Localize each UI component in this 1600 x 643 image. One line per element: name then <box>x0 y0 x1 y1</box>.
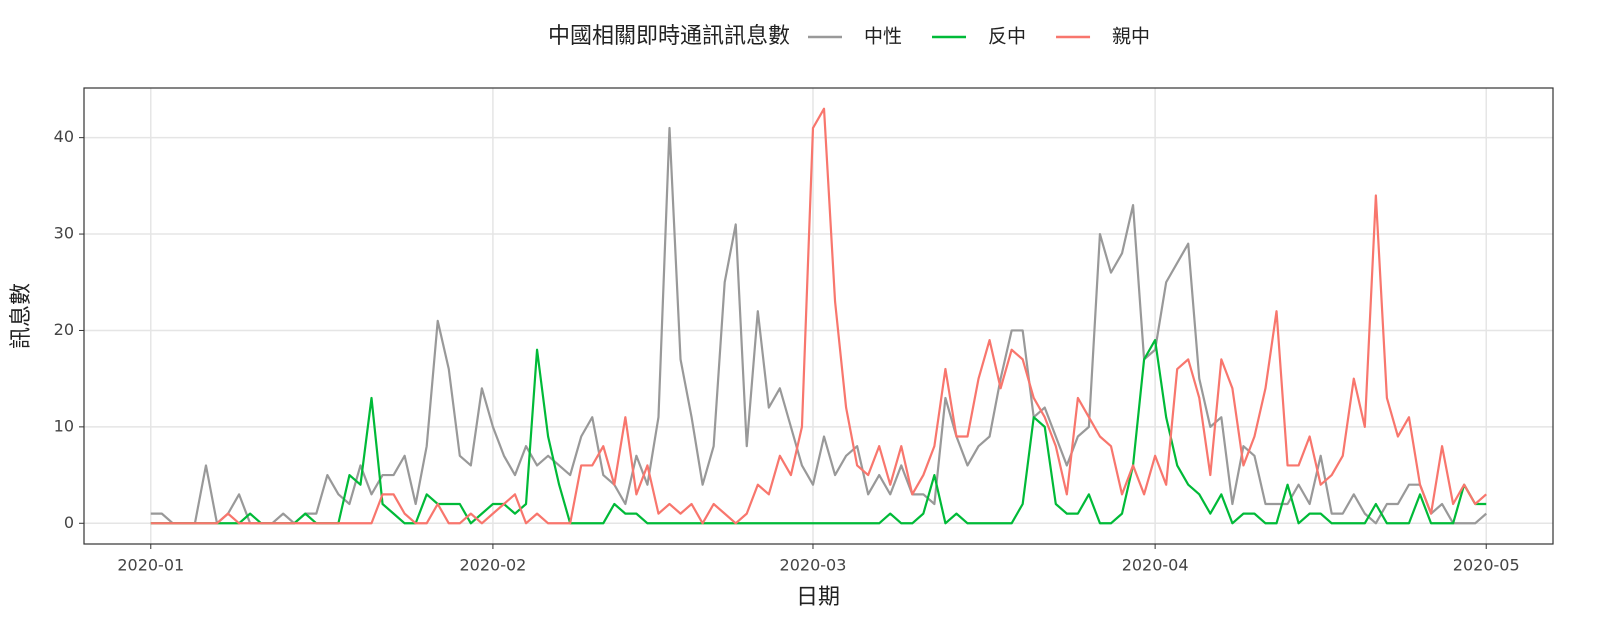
y-tick-label: 20 <box>54 320 74 339</box>
plot-border <box>83 87 1554 545</box>
y-tick-label: 40 <box>54 127 74 146</box>
y-tick-label: 10 <box>54 416 74 435</box>
x-tick-label: 2020-02 <box>459 556 526 575</box>
x-tick-label: 2020-01 <box>117 556 184 575</box>
series-line <box>150 107 1487 525</box>
x-axis-title: 日期 <box>796 585 840 610</box>
y-tick-label: 30 <box>54 224 74 243</box>
series-line <box>150 126 1487 525</box>
legend-label: 親中 <box>1112 26 1150 48</box>
x-tick-label: 2020-05 <box>1453 556 1520 575</box>
x-tick-label: 2020-03 <box>780 556 847 575</box>
legend-label: 反中 <box>988 26 1026 48</box>
legend-title: 中國相關即時通訊訊息數 <box>548 24 790 49</box>
series-line <box>150 339 1487 525</box>
y-tick-label: 0 <box>64 513 74 532</box>
y-axis-title: 訊息數 <box>9 283 34 349</box>
legend-label: 中性 <box>864 26 902 48</box>
x-tick-label: 2020-04 <box>1122 556 1189 575</box>
